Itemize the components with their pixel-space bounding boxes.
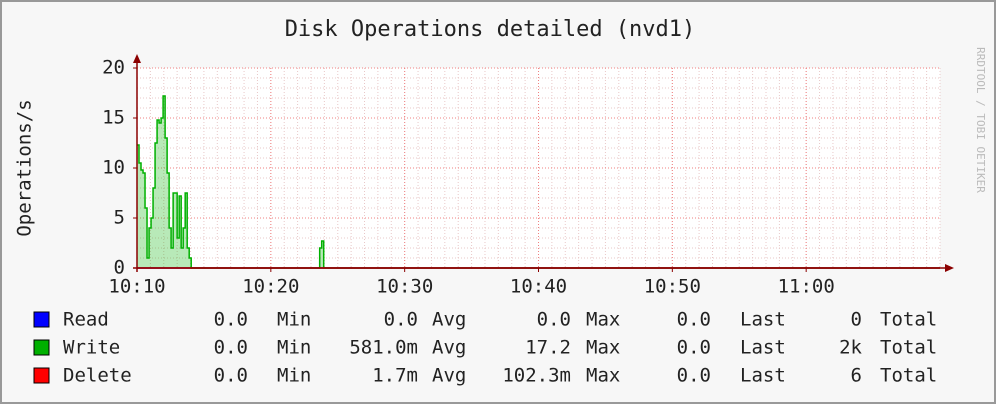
legend-swatch <box>33 367 50 384</box>
legend-stat-value: 0 <box>851 309 862 331</box>
legend-swatch <box>33 311 50 328</box>
y-tick-label: 0 <box>114 257 125 279</box>
y-axis-arrow <box>133 54 141 63</box>
series-line <box>137 95 940 269</box>
legend-stat-value: 0.0 <box>214 337 248 359</box>
legend-stat-label: Total <box>880 337 937 359</box>
y-tick-label: 10 <box>102 157 125 179</box>
legend-stat-value: 0.0 <box>677 309 711 331</box>
x-tick-label: 10:10 <box>108 276 165 298</box>
legend-stat-value: 581.0m <box>349 337 418 359</box>
legend-stat-value: 0.0 <box>214 365 248 387</box>
legend-stat-value: 17.2 <box>525 337 571 359</box>
legend-stat-label: Max <box>586 309 620 331</box>
x-axis-arrow <box>945 264 954 272</box>
legend-stat-label: Avg <box>432 309 466 331</box>
legend-stat-value: 1.7m <box>372 365 418 387</box>
y-axis-label: Operations/s <box>14 99 36 236</box>
legend-stat-value: 0.0 <box>384 309 418 331</box>
legend-stat-label: Max <box>586 365 620 387</box>
legend-stat-value: 0.0 <box>677 337 711 359</box>
x-tick-label: 10:30 <box>376 276 433 298</box>
x-tick-label: 10:20 <box>242 276 299 298</box>
legend-label: Read <box>63 309 109 331</box>
legend-stat-label: Min <box>277 337 311 359</box>
legend-label: Delete <box>63 365 132 387</box>
legend-stat-value: 102.3m <box>502 365 571 387</box>
legend-stat-label: Avg <box>432 337 466 359</box>
legend-stat-value: 0.0 <box>537 309 571 331</box>
legend-stat-label: Last <box>740 365 786 387</box>
legend-stat-value: 0.0 <box>677 365 711 387</box>
legend-stat-label: Min <box>277 365 311 387</box>
y-tick-label: 20 <box>102 57 125 79</box>
legend-label: Write <box>63 337 120 359</box>
x-tick-label: 10:40 <box>510 276 567 298</box>
legend-stat-label: Avg <box>432 365 466 387</box>
watermark: RRDTOOL / TOBI OETIKER <box>974 47 987 193</box>
legend-stat-value: 2k <box>839 337 862 359</box>
legend-stat-label: Min <box>277 309 311 331</box>
legend-stat-value: 6 <box>851 365 862 387</box>
legend-stat-label: Total <box>880 365 937 387</box>
x-tick-label: 11:00 <box>778 276 835 298</box>
legend-stat-label: Last <box>740 337 786 359</box>
y-tick-label: 15 <box>102 107 125 129</box>
x-tick-label: 10:50 <box>644 276 701 298</box>
chart-title: Disk Operations detailed (nvd1) <box>285 17 696 42</box>
legend-stat-label: Last <box>740 309 786 331</box>
legend-swatch <box>33 339 50 356</box>
legend-stat-label: Total <box>880 309 937 331</box>
legend-stat-value: 0.0 <box>214 309 248 331</box>
legend-stat-label: Max <box>586 337 620 359</box>
y-tick-label: 5 <box>114 207 125 229</box>
